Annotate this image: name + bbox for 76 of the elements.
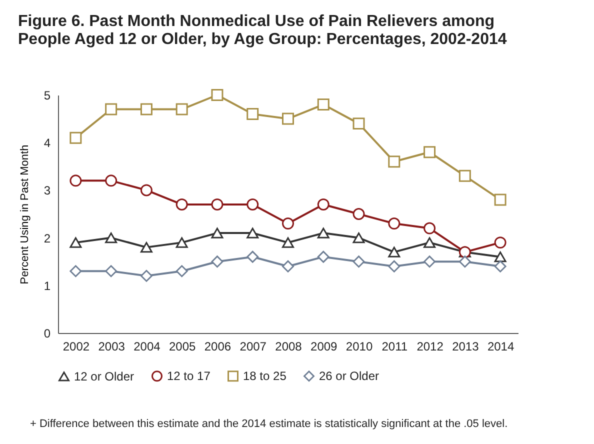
x-tick-label: 2014 <box>487 340 514 354</box>
point <box>70 237 82 248</box>
point <box>424 222 436 234</box>
point <box>211 256 224 268</box>
y-tick-label: 4 <box>44 136 51 150</box>
x-tick-label: 2011 <box>382 340 408 354</box>
x-tick-label: 2009 <box>310 340 338 354</box>
point <box>352 118 365 130</box>
point <box>140 242 152 253</box>
point <box>140 184 152 196</box>
point <box>424 237 436 248</box>
point <box>424 146 436 158</box>
x-tick-label: 2010 <box>346 340 373 354</box>
point <box>494 260 506 272</box>
y-tick-label: 5 <box>44 88 51 102</box>
point <box>282 237 294 248</box>
point <box>176 103 188 116</box>
point <box>494 236 506 249</box>
point <box>317 198 330 210</box>
point <box>352 208 365 220</box>
y-axis-title: Percent Using in Past Month <box>18 144 31 284</box>
point <box>105 103 118 116</box>
x-tick-label: 2013 <box>452 340 480 354</box>
chart-title: Figure 6. Past Month Nonmedical Use of Pain Relievers among People Aged 12 or Older, by Age Group: Percentages, 2002-2014 <box>18 12 507 48</box>
point <box>176 265 188 278</box>
x-tick-label: 2004 <box>134 340 161 354</box>
y-tick-label: 0 <box>44 326 51 340</box>
point <box>494 252 506 262</box>
text: + Difference between this estimate and the 2014 estimate is statistically significant at the .05 level. <box>30 418 508 430</box>
legend-label: 12 or Older <box>74 369 134 384</box>
point <box>352 232 365 244</box>
point <box>317 98 330 111</box>
point <box>246 228 259 238</box>
point <box>388 246 400 258</box>
x-tick-label: 2002 <box>62 340 90 354</box>
point <box>388 218 400 230</box>
y-tick-label: 3 <box>44 184 51 198</box>
x-tick-label: 2008 <box>275 340 302 354</box>
point <box>246 250 259 263</box>
y-tick-label: 1 <box>44 278 51 293</box>
point <box>140 270 152 282</box>
point <box>70 132 82 144</box>
x-tick-label: 2005 <box>168 340 196 354</box>
point <box>352 256 365 268</box>
legend-label: 26 or Older <box>319 369 380 384</box>
point <box>458 256 471 268</box>
point <box>105 174 118 187</box>
point <box>388 156 400 168</box>
point <box>317 250 330 263</box>
point <box>246 198 259 210</box>
point <box>282 112 294 125</box>
x-tick-label: 2003 <box>98 340 126 354</box>
point <box>211 228 224 238</box>
point <box>494 194 506 206</box>
point <box>211 89 224 101</box>
point <box>282 260 294 272</box>
point <box>424 256 436 268</box>
point <box>70 265 82 278</box>
point <box>246 108 259 120</box>
point <box>388 260 400 272</box>
point <box>458 170 471 182</box>
legend-label: 12 to 17 <box>167 369 211 384</box>
x-tick-label: 2007 <box>240 340 267 354</box>
point <box>211 198 224 210</box>
point <box>176 237 188 248</box>
x-tick-label: 2012 <box>416 340 444 354</box>
point <box>105 232 118 244</box>
point <box>70 174 82 187</box>
point <box>105 265 118 278</box>
point <box>282 218 294 230</box>
x-tick-label: 2006 <box>204 340 232 354</box>
legend-label: 18 to 25 <box>243 369 287 384</box>
point <box>140 103 152 116</box>
point <box>317 228 330 238</box>
point <box>176 198 188 210</box>
y-tick-label: 2 <box>44 231 51 246</box>
